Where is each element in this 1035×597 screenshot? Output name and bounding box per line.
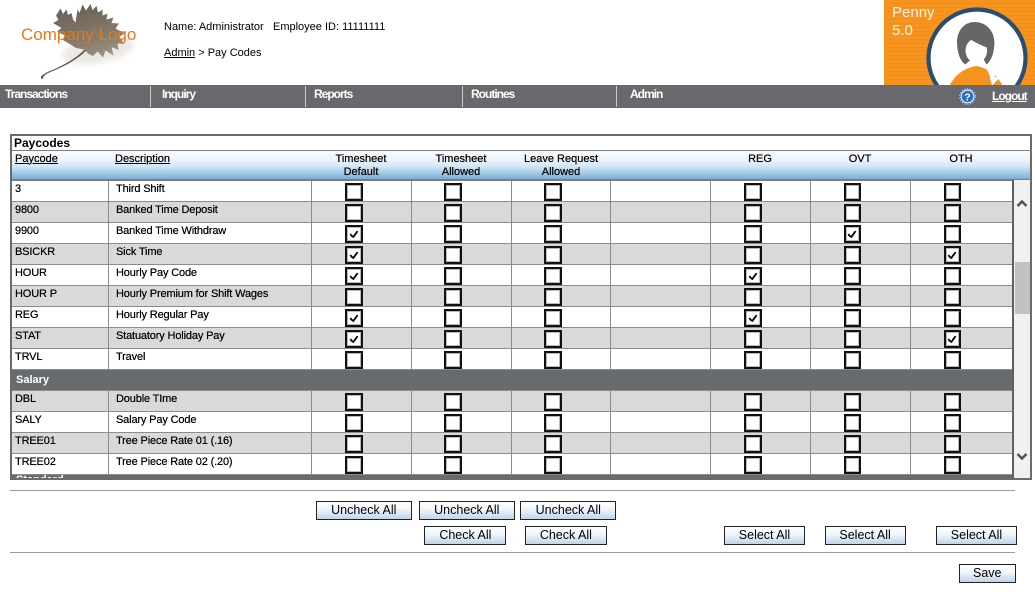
svg-text:?: ?: [964, 91, 970, 103]
